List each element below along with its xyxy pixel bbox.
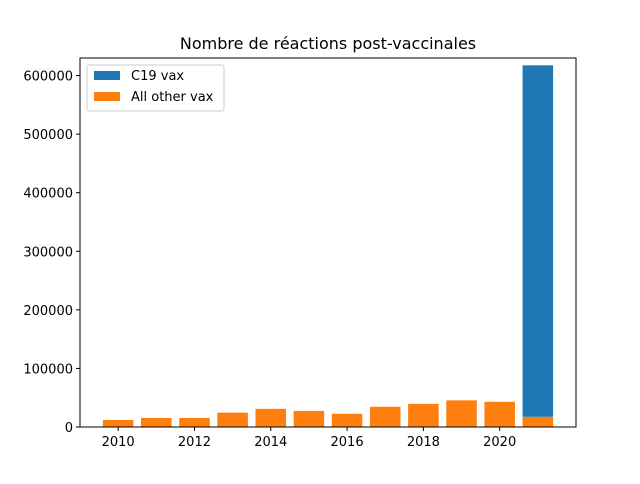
y-tick-label: 200000 <box>23 304 73 319</box>
x-tick-label: 2020 <box>483 435 516 450</box>
y-tick-label: 500000 <box>23 128 73 143</box>
plot-frame <box>79 57 577 428</box>
bar-all-other-vax-2018 <box>408 403 439 427</box>
y-tick-label: 100000 <box>23 362 73 377</box>
bar-all-other-vax-2017 <box>369 406 401 427</box>
chart-title: Nombre de réactions post-vaccinales <box>180 34 476 53</box>
x-tick-label: 2010 <box>102 435 135 450</box>
legend-label-c19-vax: C19 vax <box>131 69 184 84</box>
legend-box <box>86 64 225 112</box>
bar-all-other-vax-2014 <box>255 408 287 427</box>
bar-all-other-vax-2021 <box>522 416 554 427</box>
x-tick-label: 2014 <box>254 435 287 450</box>
legend-swatch-c19-vax <box>94 71 120 80</box>
legend: C19 vax All other vax <box>86 64 225 112</box>
x-tick-label: 2018 <box>407 435 440 450</box>
bar-c19-vax-2021 <box>522 65 554 417</box>
bar-all-other-vax-2016 <box>331 413 363 427</box>
y-tick-label: 0 <box>65 421 73 436</box>
bar-all-other-vax-2013 <box>217 412 248 427</box>
y-tick-label: 600000 <box>23 70 73 85</box>
bar-all-other-vax-2012 <box>179 417 210 427</box>
x-tick-label: 2016 <box>331 435 364 450</box>
bar-all-other-vax-2019 <box>446 400 477 427</box>
bar-all-other-vax-2020 <box>484 401 515 427</box>
x-tick-label: 2012 <box>178 435 211 450</box>
axes-layer: 2010 2012 2014 2016 2018 2020 0 100000 200000 300… <box>23 57 577 450</box>
bar-all-other-vax-2010 <box>102 419 134 427</box>
bars-layer <box>102 65 554 427</box>
bar-all-other-vax-2011 <box>141 417 172 427</box>
legend-label-all-other-vax: All other vax <box>131 90 214 105</box>
legend-swatch-all-other-vax <box>94 92 120 101</box>
y-tick-label: 300000 <box>23 245 73 260</box>
bar-all-other-vax-2015 <box>293 410 325 427</box>
y-tick-label: 400000 <box>23 187 73 202</box>
